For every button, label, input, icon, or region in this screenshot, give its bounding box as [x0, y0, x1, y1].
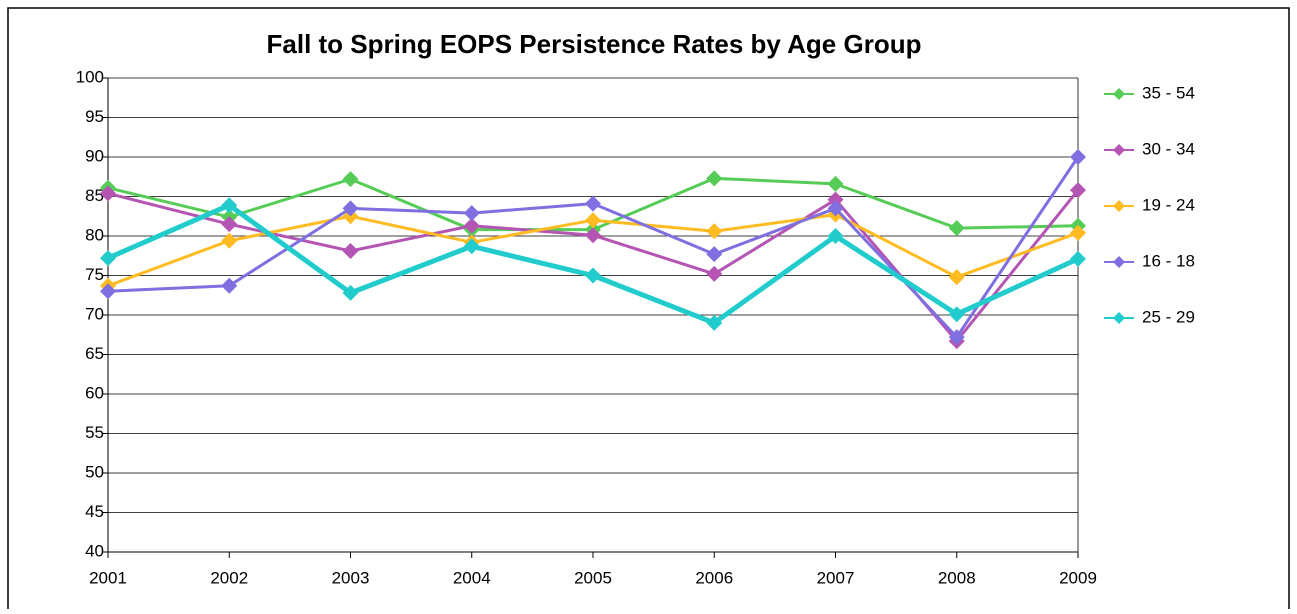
x-tick-label: 2009 — [1059, 568, 1097, 587]
x-tick-label: 2005 — [574, 568, 612, 587]
point — [585, 227, 601, 244]
x-tick-label: 2002 — [210, 568, 248, 587]
point — [1070, 182, 1086, 199]
legend-label: 16 - 18 — [1142, 251, 1195, 270]
legend-marker — [1113, 88, 1125, 100]
point — [827, 200, 844, 217]
point — [342, 200, 359, 217]
point — [948, 220, 965, 237]
y-tick-label: 55 — [85, 423, 104, 442]
y-tick-label: 90 — [85, 146, 104, 165]
point — [706, 314, 723, 331]
y-tick-label: 45 — [85, 502, 104, 521]
point — [100, 185, 116, 202]
y-tick-label: 60 — [85, 383, 104, 402]
point — [706, 246, 723, 263]
y-tick-label: 75 — [85, 265, 104, 284]
legend-label: 30 - 34 — [1142, 139, 1195, 158]
x-tick-label: 2004 — [453, 568, 491, 587]
point — [827, 228, 844, 244]
point — [342, 243, 359, 260]
x-tick-label: 2006 — [695, 568, 733, 587]
point — [948, 306, 965, 323]
point — [463, 238, 480, 255]
point — [1070, 224, 1086, 241]
point — [463, 205, 480, 222]
legend-marker — [1113, 256, 1125, 268]
point — [1070, 149, 1086, 165]
point — [827, 175, 844, 192]
y-tick-label: 80 — [85, 225, 104, 244]
point — [706, 223, 723, 240]
point — [342, 284, 359, 301]
legend-marker — [1113, 144, 1125, 156]
point — [948, 329, 965, 346]
point — [827, 191, 844, 208]
point — [585, 195, 601, 212]
legend-label: 19 - 24 — [1142, 195, 1195, 214]
legend-label: 35 - 54 — [1142, 83, 1195, 102]
y-tick-label: 100 — [76, 67, 104, 86]
y-tick-label: 65 — [85, 344, 104, 363]
point — [706, 265, 723, 282]
point — [221, 277, 238, 294]
chart-title: Fall to Spring EOPS Persistence Rates by… — [267, 29, 922, 59]
legend-label: 25 - 29 — [1142, 307, 1195, 326]
legend-marker — [1113, 312, 1125, 324]
point — [221, 232, 238, 249]
chart-frame — [7, 7, 1290, 614]
x-tick-label: 2003 — [332, 568, 370, 587]
x-tick-label: 2008 — [938, 568, 976, 587]
point — [585, 212, 601, 229]
y-tick-label: 50 — [85, 462, 104, 481]
point — [221, 197, 238, 214]
x-tick-label: 2007 — [817, 568, 855, 587]
legend-marker — [1113, 200, 1125, 212]
point — [706, 170, 723, 187]
point — [463, 217, 480, 234]
point — [342, 171, 359, 188]
point — [1070, 250, 1086, 267]
y-tick-label: 70 — [85, 304, 104, 323]
point — [585, 267, 601, 284]
y-tick-label: 85 — [85, 186, 104, 205]
point — [100, 250, 116, 267]
y-tick-label: 95 — [85, 107, 104, 126]
x-tick-label: 2001 — [89, 568, 127, 587]
point — [221, 216, 238, 233]
y-tick-label: 40 — [85, 541, 104, 560]
point — [100, 283, 116, 300]
point — [948, 269, 965, 286]
